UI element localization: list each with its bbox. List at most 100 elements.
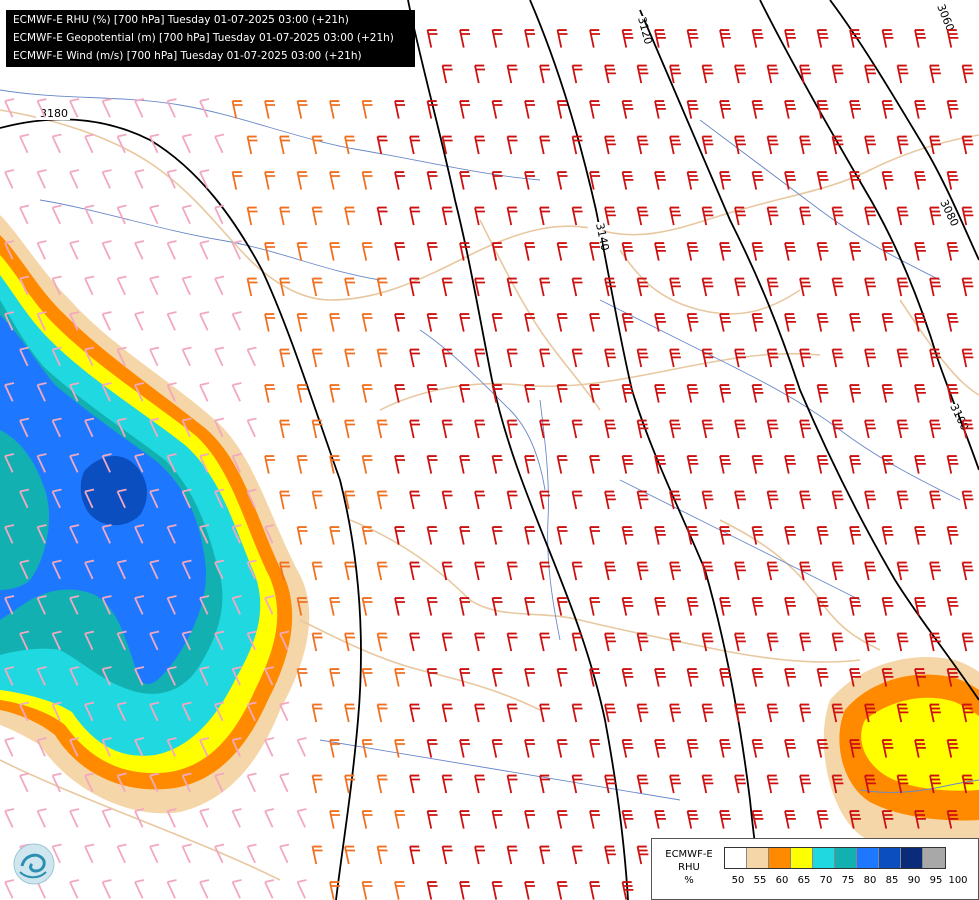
wind-barb: [734, 206, 746, 226]
wind-barb: [376, 490, 388, 510]
wind-barb: [36, 311, 47, 331]
wind-barb: [571, 348, 583, 368]
wind-barb: [491, 739, 503, 758]
wind-barb: [199, 808, 210, 828]
wind-barb: [849, 526, 861, 545]
wind-barb: [621, 29, 634, 48]
wind-barb: [36, 240, 47, 260]
wind-barb: [149, 559, 160, 580]
wind-barb: [134, 666, 145, 686]
wind-barb: [426, 29, 438, 48]
wind-barb: [426, 171, 438, 190]
wind-barb: [166, 666, 177, 686]
wind-barb: [669, 206, 681, 226]
wind-barb: [686, 739, 699, 758]
wind-barb: [264, 666, 275, 686]
wind-barb: [946, 29, 959, 48]
wind-barb: [311, 632, 323, 652]
wind-barb: [231, 595, 242, 615]
wind-barb: [946, 171, 959, 190]
legend-swatch: [923, 848, 945, 868]
wind-barb: [36, 524, 47, 544]
wind-barb: [946, 597, 959, 616]
wind-barb: [329, 526, 341, 545]
wind-barb: [231, 240, 242, 260]
wind-barb: [784, 455, 796, 474]
wind-barb: [264, 100, 276, 119]
wind-barb: [799, 632, 811, 652]
wind-barb: [426, 455, 438, 474]
wind-barb: [376, 419, 388, 439]
wind-barb: [376, 703, 388, 723]
wind-barb: [199, 595, 210, 615]
wind-barb: [881, 384, 894, 403]
wind-barb: [426, 313, 438, 332]
wind-barb: [231, 171, 243, 190]
wind-barb: [654, 384, 666, 403]
wind-barb: [636, 703, 649, 723]
wind-barb: [816, 455, 829, 474]
wind-barb: [441, 206, 453, 226]
wind-barb: [864, 348, 876, 368]
wind-barb: [214, 701, 225, 722]
wind-barb: [231, 666, 242, 686]
wind-barb: [394, 455, 406, 474]
wind-barb: [816, 668, 829, 687]
wind-barb: [199, 524, 210, 544]
wind-barb: [116, 630, 127, 651]
wind-barb: [734, 348, 746, 368]
wind-barb: [134, 98, 145, 118]
wind-barb: [441, 632, 453, 652]
wind-barb: [571, 490, 583, 510]
wind-barb: [51, 559, 62, 580]
wind-barb: [896, 774, 909, 794]
wind-barb: [816, 313, 829, 332]
wind-barb: [51, 346, 62, 367]
legend-swatch: [857, 848, 879, 868]
wind-barb: [51, 630, 62, 651]
wind-barb: [604, 845, 616, 865]
wind-barb: [766, 632, 779, 652]
wind-barb: [914, 313, 926, 332]
wind-barb: [149, 417, 160, 438]
wind-barb: [491, 171, 503, 190]
wind-barb: [946, 455, 959, 474]
wind-barb: [864, 703, 876, 723]
wind-barb: [669, 348, 681, 368]
wind-barb: [686, 171, 699, 190]
legend-tick-label: 95: [929, 875, 943, 886]
wind-barb: [474, 703, 486, 723]
wind-barb: [589, 100, 601, 119]
wind-barb: [896, 632, 909, 652]
wind-barb: [101, 453, 112, 473]
wind-barb: [181, 133, 192, 154]
wind-barb: [394, 668, 406, 687]
wind-barb: [246, 559, 257, 580]
wind-barb: [459, 384, 471, 403]
wind-barb: [36, 808, 47, 828]
wind-barb: [214, 559, 225, 580]
wind-barb: [116, 204, 127, 225]
legend-tick-label: 90: [907, 875, 921, 886]
wind-barb: [636, 419, 649, 439]
wind-barb: [474, 206, 486, 226]
wind-barb: [134, 382, 145, 402]
wind-barb: [896, 419, 909, 439]
wind-barb: [961, 206, 974, 226]
wind-barb: [441, 561, 453, 581]
wind-barb: [734, 419, 746, 439]
wind-barb: [231, 453, 242, 473]
wind-barb: [246, 488, 257, 509]
wind-barb: [199, 453, 210, 473]
wind-barb: [409, 561, 421, 581]
wind-barb: [929, 206, 941, 226]
map-title-box: ECMWF-E RHU (%) [700 hPa] Tuesday 01-07-…: [6, 10, 415, 67]
wind-barb: [394, 171, 406, 190]
wind-barb: [19, 488, 30, 509]
rhu-legend: ECMWF-E RHU % 50 55 60 65 70 75 80 85 90 95 100: [651, 838, 979, 900]
wind-barb: [459, 455, 471, 474]
wind-barb: [459, 242, 471, 261]
wind-barb: [329, 668, 341, 687]
contour-label-3140: 3140: [593, 222, 612, 252]
wind-barb: [426, 739, 438, 758]
